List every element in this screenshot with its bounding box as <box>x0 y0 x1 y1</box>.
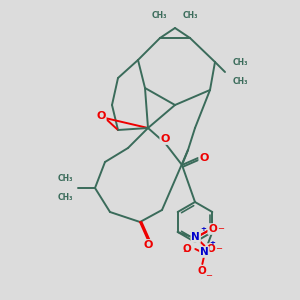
Text: O: O <box>206 244 215 254</box>
Text: O: O <box>143 240 153 250</box>
Text: N: N <box>191 232 200 242</box>
Text: +: + <box>201 226 207 232</box>
Text: CH₃: CH₃ <box>183 11 199 20</box>
Text: N: N <box>200 247 209 257</box>
Text: CH₃: CH₃ <box>58 174 73 183</box>
Text: −: − <box>182 248 189 256</box>
Text: O: O <box>199 153 209 163</box>
Text: O: O <box>183 244 192 254</box>
Text: CH₃: CH₃ <box>233 77 248 86</box>
Text: O: O <box>198 266 207 276</box>
Text: +: + <box>209 240 215 246</box>
Text: CH₃: CH₃ <box>58 193 73 202</box>
Text: CH₃: CH₃ <box>233 58 248 67</box>
Text: CH₃: CH₃ <box>152 11 167 20</box>
Text: −: − <box>217 224 224 233</box>
Text: −: − <box>205 272 212 280</box>
Text: −: − <box>215 244 222 253</box>
Text: O: O <box>208 224 217 234</box>
Text: O: O <box>96 111 106 121</box>
Text: O: O <box>160 134 170 144</box>
